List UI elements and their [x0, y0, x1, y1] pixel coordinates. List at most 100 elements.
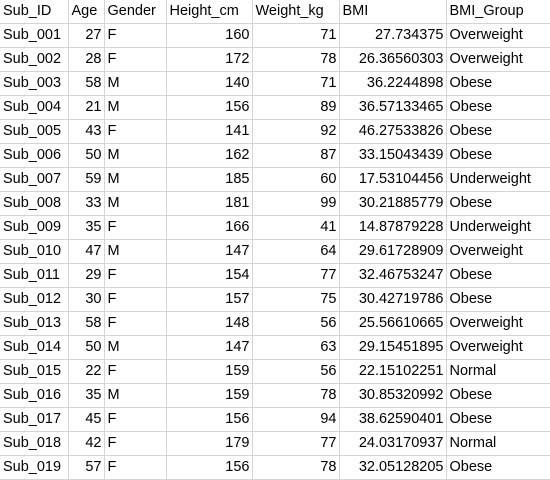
- cell-gender[interactable]: M: [104, 167, 167, 192]
- cell-bmi-group[interactable]: Obese: [446, 287, 550, 312]
- cell-gender[interactable]: M: [104, 191, 167, 216]
- cell-height[interactable]: 159: [166, 359, 253, 384]
- cell-bmi[interactable]: 30.85320992: [339, 383, 447, 408]
- cell-bmi[interactable]: 29.61728909: [339, 239, 447, 264]
- cell-age[interactable]: 22: [68, 359, 105, 384]
- cell-age[interactable]: 59: [68, 167, 105, 192]
- cell-weight[interactable]: 63: [252, 335, 340, 360]
- header-cell-bmi-group[interactable]: BMI_Group: [446, 0, 550, 24]
- cell-sub-id[interactable]: Sub_018: [0, 431, 69, 456]
- cell-gender[interactable]: M: [104, 335, 167, 360]
- cell-bmi-group[interactable]: Underweight: [446, 167, 550, 192]
- cell-bmi[interactable]: 14.87879228: [339, 215, 447, 240]
- cell-age[interactable]: 50: [68, 143, 105, 168]
- cell-height[interactable]: 157: [166, 287, 253, 312]
- cell-gender[interactable]: F: [104, 215, 167, 240]
- cell-bmi[interactable]: 46.27533826: [339, 119, 447, 144]
- cell-bmi[interactable]: 30.21885779: [339, 191, 447, 216]
- cell-bmi-group[interactable]: Overweight: [446, 311, 550, 336]
- header-cell-weight[interactable]: Weight_kg: [252, 0, 340, 24]
- cell-bmi[interactable]: 24.03170937: [339, 431, 447, 456]
- cell-bmi-group[interactable]: Normal: [446, 359, 550, 384]
- cell-age[interactable]: 42: [68, 431, 105, 456]
- cell-age[interactable]: 47: [68, 239, 105, 264]
- cell-bmi[interactable]: 26.36560303: [339, 47, 447, 72]
- cell-age[interactable]: 50: [68, 335, 105, 360]
- cell-bmi[interactable]: 17.53104456: [339, 167, 447, 192]
- cell-height[interactable]: 148: [166, 311, 253, 336]
- cell-gender[interactable]: F: [104, 311, 167, 336]
- cell-bmi[interactable]: 32.05128205: [339, 455, 447, 480]
- cell-age[interactable]: 45: [68, 407, 105, 432]
- cell-weight[interactable]: 60: [252, 167, 340, 192]
- cell-height[interactable]: 172: [166, 47, 253, 72]
- cell-gender[interactable]: F: [104, 263, 167, 288]
- cell-bmi-group[interactable]: Obese: [446, 191, 550, 216]
- cell-gender[interactable]: F: [104, 119, 167, 144]
- cell-sub-id[interactable]: Sub_017: [0, 407, 69, 432]
- header-cell-gender[interactable]: Gender: [104, 0, 167, 24]
- header-cell-sub-id[interactable]: Sub_ID: [0, 0, 69, 24]
- cell-bmi-group[interactable]: Obese: [446, 119, 550, 144]
- cell-height[interactable]: 156: [166, 95, 253, 120]
- cell-weight[interactable]: 56: [252, 311, 340, 336]
- cell-age[interactable]: 58: [68, 71, 105, 96]
- header-cell-bmi[interactable]: BMI: [339, 0, 447, 24]
- cell-bmi[interactable]: 30.42719786: [339, 287, 447, 312]
- cell-age[interactable]: 29: [68, 263, 105, 288]
- cell-bmi-group[interactable]: Overweight: [446, 239, 550, 264]
- cell-age[interactable]: 33: [68, 191, 105, 216]
- cell-gender[interactable]: M: [104, 143, 167, 168]
- cell-gender[interactable]: M: [104, 239, 167, 264]
- cell-gender[interactable]: F: [104, 23, 167, 48]
- cell-gender[interactable]: F: [104, 407, 167, 432]
- cell-weight[interactable]: 77: [252, 431, 340, 456]
- cell-gender[interactable]: M: [104, 71, 167, 96]
- cell-weight[interactable]: 77: [252, 263, 340, 288]
- cell-weight[interactable]: 75: [252, 287, 340, 312]
- cell-age[interactable]: 27: [68, 23, 105, 48]
- cell-age[interactable]: 57: [68, 455, 105, 480]
- cell-bmi[interactable]: 33.15043439: [339, 143, 447, 168]
- cell-sub-id[interactable]: Sub_010: [0, 239, 69, 264]
- cell-sub-id[interactable]: Sub_014: [0, 335, 69, 360]
- cell-weight[interactable]: 41: [252, 215, 340, 240]
- cell-height[interactable]: 181: [166, 191, 253, 216]
- cell-bmi[interactable]: 36.57133465: [339, 95, 447, 120]
- cell-gender[interactable]: M: [104, 383, 167, 408]
- cell-height[interactable]: 147: [166, 335, 253, 360]
- cell-age[interactable]: 28: [68, 47, 105, 72]
- cell-gender[interactable]: F: [104, 287, 167, 312]
- cell-sub-id[interactable]: Sub_006: [0, 143, 69, 168]
- cell-sub-id[interactable]: Sub_009: [0, 215, 69, 240]
- cell-sub-id[interactable]: Sub_012: [0, 287, 69, 312]
- cell-bmi-group[interactable]: Obese: [446, 407, 550, 432]
- cell-bmi[interactable]: 36.2244898: [339, 71, 447, 96]
- cell-height[interactable]: 154: [166, 263, 253, 288]
- cell-weight[interactable]: 78: [252, 455, 340, 480]
- cell-sub-id[interactable]: Sub_019: [0, 455, 69, 480]
- cell-sub-id[interactable]: Sub_013: [0, 311, 69, 336]
- cell-bmi-group[interactable]: Normal: [446, 431, 550, 456]
- cell-gender[interactable]: F: [104, 455, 167, 480]
- cell-weight[interactable]: 99: [252, 191, 340, 216]
- cell-bmi[interactable]: 25.56610665: [339, 311, 447, 336]
- cell-bmi-group[interactable]: Obese: [446, 71, 550, 96]
- cell-weight[interactable]: 71: [252, 23, 340, 48]
- cell-bmi-group[interactable]: Overweight: [446, 335, 550, 360]
- cell-height[interactable]: 156: [166, 407, 253, 432]
- cell-bmi-group[interactable]: Obese: [446, 263, 550, 288]
- cell-weight[interactable]: 87: [252, 143, 340, 168]
- cell-height[interactable]: 156: [166, 455, 253, 480]
- cell-weight[interactable]: 78: [252, 47, 340, 72]
- cell-age[interactable]: 30: [68, 287, 105, 312]
- cell-height[interactable]: 141: [166, 119, 253, 144]
- cell-sub-id[interactable]: Sub_001: [0, 23, 69, 48]
- cell-gender[interactable]: F: [104, 47, 167, 72]
- cell-gender[interactable]: F: [104, 431, 167, 456]
- cell-weight[interactable]: 92: [252, 119, 340, 144]
- cell-weight[interactable]: 56: [252, 359, 340, 384]
- cell-age[interactable]: 43: [68, 119, 105, 144]
- cell-bmi-group[interactable]: Underweight: [446, 215, 550, 240]
- cell-bmi[interactable]: 32.46753247: [339, 263, 447, 288]
